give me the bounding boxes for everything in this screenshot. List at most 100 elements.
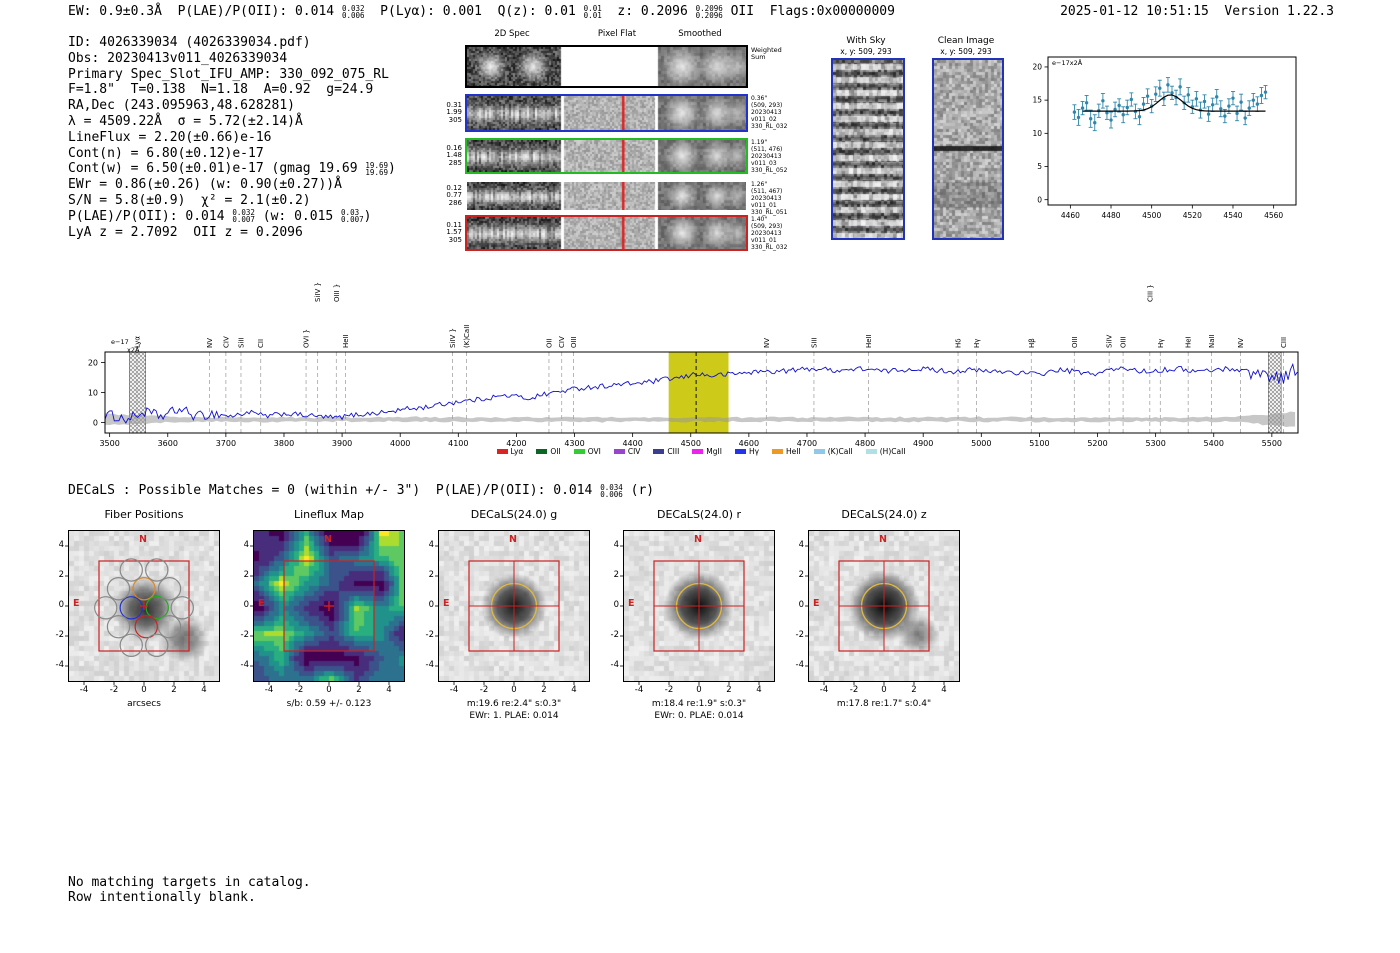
legend-label: (K)CaII: [827, 447, 853, 456]
spec2d-left-label: 1.99: [446, 108, 462, 117]
x-tick-label: 4460: [1061, 211, 1080, 220]
spec2d-right-label: (509, 293): [751, 222, 783, 230]
x-tick-label: 5400: [1204, 439, 1224, 448]
sup-sub-value: 0.034 0.006: [600, 483, 623, 498]
y-tick-label: 2: [243, 570, 249, 580]
text-segment: RA,Dec (243.095963,48.628281): [68, 98, 295, 114]
x-tick-label: 2: [356, 685, 362, 695]
full-spectrum-plot: 3500 3600 3700 3800 3900 4000 4100 4200 4300 4400…: [88, 282, 1299, 448]
info-line: LineFlux = 2.20(±0.66)e-16: [68, 130, 396, 146]
cutout-image: [65, 530, 220, 685]
cutout-caption: s/b: 0.59 +/- 0.123: [286, 699, 372, 709]
legend-swatch: [813, 449, 825, 454]
emission-line-label: Hδ: [955, 338, 963, 348]
fiber-circle: [145, 595, 169, 620]
cutout-title: DECaLS(24.0) r: [656, 508, 742, 521]
legend-swatch: [653, 449, 665, 454]
legend-label: Hγ: [748, 447, 760, 456]
cutout-caption: EWr: 1. PLAE: 0.014: [469, 711, 559, 721]
footer-line-1: No matching targets in catalog.: [68, 875, 311, 890]
emission-line-label: Hβ: [1028, 338, 1036, 348]
y-tick-label: 20: [88, 358, 98, 367]
x: 1.19" (511, 476) 20230413 v011_03 330_RL_052: [751, 139, 803, 175]
x-tick-label: 4: [756, 685, 762, 695]
x-tick-label: 0: [511, 685, 517, 695]
x-tick-label: 2: [911, 685, 917, 695]
emission-line-label: CIII: [1280, 337, 1288, 348]
subscript-value: 0.01: [583, 10, 602, 20]
emission-line-label: OIII: [1120, 336, 1128, 348]
extraction-square: [98, 560, 190, 652]
emission-line-label: Hγ: [1157, 339, 1165, 348]
east-label: E: [258, 598, 265, 609]
spec2d-right-label: 330_RL_051: [751, 208, 788, 216]
cutout-caption: arcsecs: [127, 699, 161, 709]
emission-line-label: NV: [763, 338, 771, 348]
text-segment: EW: 0.9±0.3Å P(LAE)/P(OII): 0.014: [68, 4, 342, 19]
emission-line-label: CIV: [558, 336, 566, 348]
y-tick-label: 10: [1032, 129, 1042, 138]
fiber-circle: [170, 596, 194, 620]
info-line: Cont(n) = 6.80(±0.12)e-17: [68, 146, 396, 162]
info-line: ID: 4026339034 (4026339034.pdf): [68, 35, 396, 51]
legend-label: (H)CaII: [879, 447, 906, 456]
text-segment: (r): [622, 483, 655, 498]
x-tick-label: -4: [819, 685, 829, 695]
info-line: S/N = 5.8(±0.9) χ² = 2.1(±0.2): [68, 193, 396, 209]
emission-line-label: SiIV }: [314, 282, 322, 302]
subscript-value: 19.69: [365, 167, 388, 177]
info-line: Primary Spec_Slot_IFU_AMP: 330_092_075_R…: [68, 67, 396, 83]
y-tick-label: 15: [1032, 96, 1042, 105]
emission-line-label: OIII: [570, 336, 578, 348]
superscript-value: 0.2096: [695, 3, 723, 13]
info-line: F=1.8" T=0.138 N=1.18 A=0.92 g=24.9: [68, 82, 396, 98]
legend-item: OII: [536, 447, 561, 456]
x-tick-label: 5500: [1262, 439, 1282, 448]
y-tick-label: 4: [243, 540, 249, 550]
with-sky-canvas: [833, 60, 903, 238]
y-tick-label: -4: [425, 660, 434, 670]
cutout-overlay: [620, 545, 760, 685]
cutout-caption: m:19.6 re:2.4" s:0.3": [466, 699, 562, 709]
legend-row: Lyα OII OVI CIV CIII MgII Hγ HeII (K)CaII (H)CaII: [241, 447, 1161, 456]
emission-line-label: HeII: [865, 334, 873, 348]
legend-swatch: [865, 449, 877, 454]
spec2d-right-label: 20230413: [751, 108, 782, 116]
legend-item: Hγ: [734, 447, 760, 456]
text-segment: LineFlux = 2.20(±0.66)e-16: [68, 129, 272, 145]
y-tick-label: 4: [58, 540, 64, 550]
sup-sub-value: 0.032 0.006: [342, 4, 365, 19]
footer-line-2: Row intentionally blank.: [68, 890, 256, 905]
y-tick-label: 20: [1032, 63, 1042, 72]
text-segment: ): [363, 208, 372, 224]
x-tick-label: 0: [881, 685, 887, 695]
x: 0.36" (509, 293) 20230413 v011_02 330_RL_032: [751, 95, 803, 131]
legend-swatch: [734, 449, 746, 454]
text-segment: EWr = 0.86(±0.26) (w: 0.90(±0.27))Å: [68, 177, 342, 193]
spec2d-right-label: Weighted: [751, 46, 782, 54]
text-segment: z: 0.2096: [601, 4, 696, 19]
subscript-value: 0.007: [341, 215, 364, 225]
cutout-image: [805, 530, 960, 685]
legend-item: (H)CaII: [865, 447, 906, 456]
cutout-overlay: [435, 545, 575, 685]
data-points: [1072, 77, 1268, 132]
spec2d-header-2dspec: 2D Spec: [494, 29, 530, 39]
x-tick-label: 4100: [448, 439, 468, 448]
sup-sub-value: 0.032 0.007: [232, 209, 255, 225]
text-segment: ): [388, 161, 396, 177]
text-segment: P(Lyα): 0.001 Q(z): 0.01: [364, 4, 584, 19]
sup-sub-value: 19.69 19.69: [365, 162, 388, 177]
subscript-value: 0.007: [232, 215, 255, 225]
legend-swatch: [692, 449, 704, 454]
x-tick-label: 3800: [274, 439, 294, 448]
sup-sub-value: 0.03 0.007: [341, 209, 364, 225]
y-tick-label: 2: [798, 570, 804, 580]
y-tick-label: 0: [58, 600, 64, 610]
clean-image-title: Clean Image: [937, 36, 995, 46]
spec2d-left-label: 1.57: [446, 228, 462, 237]
spec2d-row-left-labels: 0.16 1.48 285: [436, 144, 462, 168]
info-line: Cont(w) = 6.50(±0.01)e-17 (gmag 19.69 19…: [68, 161, 396, 177]
text-segment: Cont(w) = 6.50(±0.01)e-17 (gmag 19.69: [68, 161, 366, 177]
